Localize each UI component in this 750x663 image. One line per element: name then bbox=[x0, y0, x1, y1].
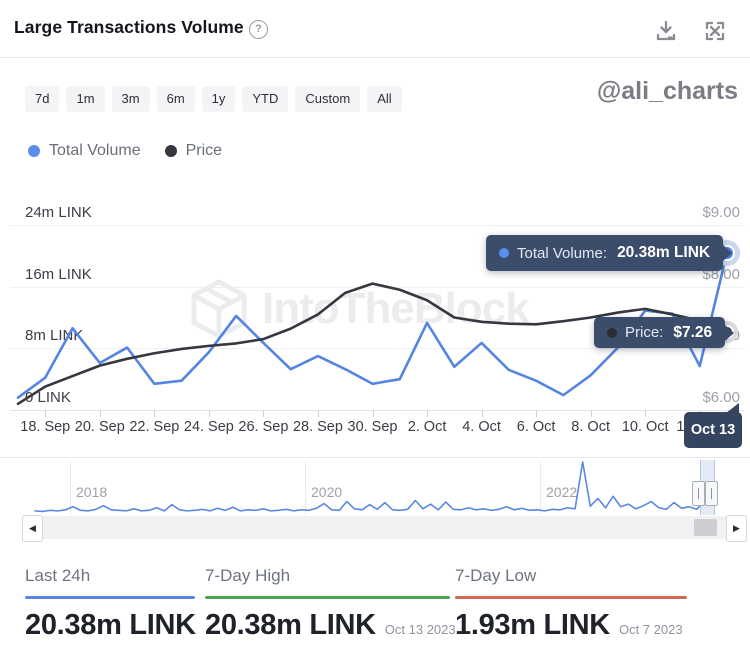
stat-7day-high: 7-Day High 20.38m LINK Oct 13 2023 bbox=[205, 566, 456, 642]
h-gridline bbox=[10, 225, 745, 226]
legend-dot-icon bbox=[164, 145, 177, 157]
time-range-toolbar: 7d 1m 3m 6m 1y YTD Custom All bbox=[25, 86, 402, 112]
x-tick-label: 28. Sep bbox=[292, 419, 343, 435]
hover-date-badge: Oct 13 bbox=[684, 403, 742, 448]
volume-tooltip-dot-icon bbox=[499, 248, 509, 258]
h-gridline bbox=[10, 410, 745, 411]
x-tick-label: 4. Oct bbox=[462, 419, 501, 435]
stat-date: Oct 7 2023 bbox=[618, 622, 683, 637]
navigator-left-handle[interactable] bbox=[692, 481, 705, 506]
x-tick-mark bbox=[372, 410, 374, 417]
volume-tooltip: Total Volume: 20.38m LINK bbox=[486, 235, 733, 271]
h-gridline bbox=[10, 348, 745, 350]
legend-item-price[interactable]: Price bbox=[164, 142, 223, 160]
stat-last-24h: Last 24h 20.38m LINK bbox=[25, 566, 196, 642]
legend-label: Price bbox=[185, 142, 223, 159]
x-tick-label: 30. Sep bbox=[347, 419, 398, 435]
help-icon[interactable]: ? bbox=[249, 20, 268, 39]
y-axis-label-right: $9.00 bbox=[702, 204, 740, 221]
scrollbar-right-arrow[interactable]: ▶ bbox=[726, 515, 747, 542]
range-button-1m[interactable]: 1m bbox=[66, 86, 105, 112]
chart-legend: Total Volume Price bbox=[28, 141, 222, 161]
price-tooltip: Price: $7.26 bbox=[594, 317, 735, 348]
download-button[interactable] bbox=[653, 18, 679, 44]
x-tick-mark bbox=[536, 410, 538, 417]
scrollbar-thumb[interactable] bbox=[694, 519, 717, 536]
stat-label: 7-Day High bbox=[205, 566, 291, 585]
x-tick-label: 10. Oct bbox=[621, 419, 669, 435]
y-axis-label-left: 24m LINK bbox=[25, 204, 92, 221]
y-axis-label-left: 8m LINK bbox=[25, 327, 84, 345]
range-button-all[interactable]: All bbox=[367, 86, 402, 112]
page-title: Large Transactions Volume bbox=[14, 17, 244, 37]
y-axis-label-left: 16m LINK bbox=[25, 265, 92, 283]
x-tick-label: 26. Sep bbox=[238, 419, 289, 435]
x-tick-mark bbox=[263, 410, 265, 417]
intotheblock-cube-icon bbox=[191, 279, 247, 339]
stat-accent-line bbox=[205, 596, 450, 599]
stat-value: 20.38m LINK bbox=[25, 609, 196, 641]
x-tick-label: 2. Oct bbox=[407, 419, 447, 435]
header-divider bbox=[0, 57, 750, 58]
author-handle: @ali_charts bbox=[596, 77, 738, 105]
download-icon bbox=[656, 20, 676, 41]
range-button-6m[interactable]: 6m bbox=[156, 86, 195, 112]
legend-item-total-volume[interactable]: Total Volume bbox=[28, 142, 141, 160]
stat-date: Oct 13 2023 bbox=[384, 622, 456, 637]
price-tooltip-label: Price: bbox=[625, 324, 664, 341]
stat-value: 1.93m LINK bbox=[455, 609, 610, 641]
scrollbar-track[interactable] bbox=[22, 516, 746, 539]
y-axis-label-left: 0 LINK bbox=[25, 389, 71, 406]
expand-arrows-icon bbox=[705, 21, 725, 41]
x-tick-mark bbox=[208, 410, 210, 417]
x-tick-mark bbox=[45, 410, 47, 417]
x-tick-mark bbox=[154, 410, 156, 417]
navigator-year-label: 2020 bbox=[311, 484, 343, 500]
x-tick-mark bbox=[317, 410, 319, 417]
navigator-year-label: 2018 bbox=[76, 484, 108, 500]
x-tick-mark bbox=[99, 410, 101, 417]
range-button-custom[interactable]: Custom bbox=[295, 86, 361, 112]
volume-tooltip-value: 20.38m LINK bbox=[617, 244, 711, 261]
brand-watermark: IntoTheBlock bbox=[188, 278, 530, 340]
navigator-right-handle[interactable] bbox=[705, 481, 718, 506]
stat-7day-low: 7-Day Low 1.93m LINK Oct 7 2023 bbox=[455, 566, 687, 642]
navigator-divider bbox=[0, 457, 750, 458]
range-button-7d[interactable]: 7d bbox=[25, 86, 60, 112]
price-tooltip-dot-icon bbox=[607, 327, 617, 338]
stat-label: Last 24h bbox=[25, 566, 91, 585]
x-tick-mark bbox=[590, 410, 592, 417]
stat-accent-line bbox=[455, 596, 687, 599]
range-button-ytd[interactable]: YTD bbox=[242, 86, 289, 112]
volume-tooltip-label: Total Volume: bbox=[517, 244, 608, 262]
x-tick-mark bbox=[645, 410, 647, 417]
x-tick-label: 18. Sep bbox=[20, 419, 71, 435]
price-tooltip-arrow bbox=[725, 324, 735, 341]
volume-tooltip-arrow bbox=[723, 245, 733, 261]
brand-watermark-text: IntoTheBlock bbox=[262, 284, 530, 333]
x-tick-label: 6. Oct bbox=[516, 419, 556, 435]
navigator-year-gridline bbox=[70, 461, 71, 514]
range-button-3m[interactable]: 3m bbox=[111, 86, 150, 112]
expand-button[interactable] bbox=[702, 18, 728, 44]
x-tick-label: 24. Sep bbox=[183, 419, 234, 435]
navigator-year-label: 2022 bbox=[546, 484, 578, 500]
stat-value: 20.38m LINK bbox=[205, 609, 376, 641]
scrollbar-left-arrow[interactable]: ◀ bbox=[22, 515, 43, 542]
legend-dot-icon bbox=[28, 145, 40, 157]
x-tick-label: 22. Sep bbox=[129, 419, 180, 435]
x-tick-mark bbox=[481, 410, 483, 417]
x-tick-label: 20. Sep bbox=[74, 419, 125, 435]
navigator-year-gridline bbox=[305, 461, 306, 514]
x-tick-mark bbox=[427, 410, 429, 417]
navigator-line bbox=[34, 461, 713, 513]
price-tooltip-value: $7.26 bbox=[673, 323, 713, 341]
legend-label: Total Volume bbox=[49, 142, 141, 159]
stat-label: 7-Day Low bbox=[455, 566, 537, 585]
stat-accent-line bbox=[25, 596, 195, 599]
navigator-year-gridline bbox=[540, 461, 541, 514]
range-button-1y[interactable]: 1y bbox=[201, 86, 236, 112]
x-tick-label: 8. Oct bbox=[571, 419, 610, 435]
